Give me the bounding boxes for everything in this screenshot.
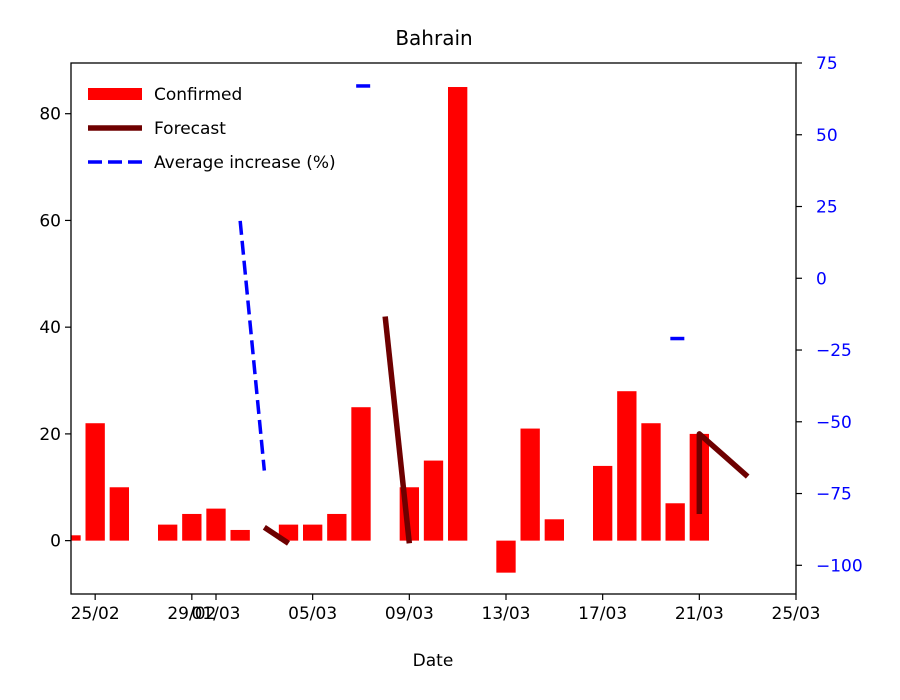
bar-5 <box>206 508 226 541</box>
bar-10 <box>351 407 371 541</box>
x-tick-label-6: 17/03 <box>578 604 627 624</box>
x-tick-label-7: 21/03 <box>675 604 724 624</box>
y-right-tick-label-3: 0 <box>816 269 827 289</box>
x-tick-label-3: 05/03 <box>288 604 337 624</box>
forecast-segment-2 <box>696 431 750 514</box>
forecast-segment-1 <box>382 316 413 544</box>
bar-19 <box>641 423 661 541</box>
y-right-tick-label-6: −75 <box>816 485 852 505</box>
y-right-tick-label-0: 75 <box>816 54 838 74</box>
bar-series-confirmed <box>71 87 709 573</box>
x-tick-label-8: 25/03 <box>772 604 821 624</box>
plot-frame <box>70 62 797 595</box>
y-axis-right: 75 50 25 0 −25 −50 −75 −100 <box>796 54 863 576</box>
x-tick-label-1: 29/02 <box>167 604 216 624</box>
bar-15 <box>520 428 540 541</box>
bar-3 <box>158 524 178 541</box>
y-right-tick-label-7: −100 <box>816 556 863 576</box>
bar-1 <box>85 423 105 541</box>
y-axis-left: 0 20 40 60 80 <box>39 105 71 552</box>
bar-7 <box>278 524 299 541</box>
y-right-tick-label-2: 25 <box>816 198 838 218</box>
y-tick-label-2: 40 <box>39 318 61 338</box>
x-tick-label-2: 01/03 <box>192 604 241 624</box>
y-right-tick-label-4: −25 <box>816 341 852 361</box>
bar-0 <box>71 535 81 541</box>
bar-20 <box>665 503 685 541</box>
legend-label-1: Forecast <box>154 119 226 139</box>
x-tick-label-0: 25/02 <box>71 604 120 624</box>
bar-13 <box>448 87 468 541</box>
forecast-segment-0 <box>262 524 291 546</box>
legend-swatch-confirmed <box>88 88 142 100</box>
bar-8 <box>303 524 323 541</box>
average-increase-segment-0 <box>238 220 267 471</box>
bar-6 <box>230 529 250 541</box>
y-right-tick-label-5: −50 <box>816 413 852 433</box>
y-tick-label-1: 20 <box>39 425 61 445</box>
y-tick-label-3: 60 <box>39 211 61 231</box>
bar-4 <box>182 513 202 541</box>
line-series-average-increase <box>238 84 690 471</box>
y-tick-label-0: 0 <box>50 532 61 552</box>
bar-17 <box>593 465 613 541</box>
x-axis-label: Date <box>413 651 454 671</box>
bar-16 <box>544 519 564 541</box>
bar-12 <box>423 460 444 541</box>
x-tick-label-4: 09/03 <box>385 604 434 624</box>
bar-9 <box>327 513 347 541</box>
legend-label-2: Average increase (%) <box>154 153 336 173</box>
bar-18 <box>617 391 637 541</box>
bar-14 <box>496 540 516 573</box>
legend: Confirmed Forecast Average increase (%) <box>88 85 336 173</box>
y-right-tick-label-1: 50 <box>816 126 838 146</box>
chart-title: Bahrain <box>395 26 472 50</box>
bar-2 <box>109 487 129 541</box>
legend-label-0: Confirmed <box>154 85 242 105</box>
y-tick-label-4: 80 <box>39 105 61 125</box>
x-tick-label-5: 13/03 <box>482 604 531 624</box>
line-series-forecast <box>262 316 750 546</box>
